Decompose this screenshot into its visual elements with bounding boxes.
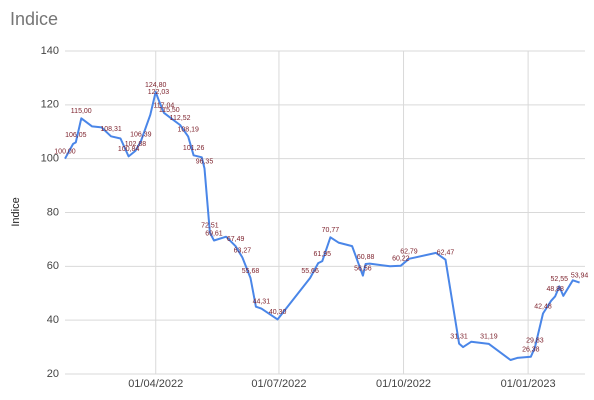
y-tick-label: 60 <box>47 260 59 272</box>
y-tick-label: 40 <box>47 314 59 326</box>
x-tick-label: 01/07/2022 <box>251 378 306 390</box>
data-label: 26,38 <box>522 347 540 354</box>
y-tick-label: 20 <box>47 368 59 380</box>
data-label: 108,31 <box>100 126 122 133</box>
data-label: 72,51 <box>201 223 219 230</box>
data-label: 40,30 <box>269 309 287 316</box>
data-label: 62,79 <box>400 249 418 256</box>
x-tick-label: 01/01/2023 <box>501 378 556 390</box>
data-label: 55,66 <box>301 268 319 275</box>
data-label: 69,61 <box>205 230 223 237</box>
data-label: 61,95 <box>314 251 332 258</box>
data-label: 101,26 <box>183 145 205 152</box>
data-label: 60,22 <box>392 256 410 263</box>
data-label: 44,31 <box>253 298 271 305</box>
data-label: 115,50 <box>159 107 180 114</box>
data-label: 102,88 <box>125 141 147 148</box>
data-label: 31,31 <box>450 333 468 340</box>
data-label: 124,80 <box>145 82 167 89</box>
data-label: 55,68 <box>242 268 260 275</box>
x-tick-label: 01/04/2022 <box>128 378 183 390</box>
data-label: 42,48 <box>534 303 552 310</box>
line <box>64 90 580 361</box>
y-tick-label: 140 <box>41 45 59 57</box>
data-label: 100,84 <box>118 146 140 153</box>
y-tick-label: 100 <box>41 153 59 165</box>
data-label: 115,00 <box>71 108 92 115</box>
y-axis-title: Indice <box>10 197 22 226</box>
data-label: 53,94 <box>571 272 589 279</box>
data-label: 122,03 <box>148 89 170 96</box>
data-label: 106,39 <box>130 131 152 138</box>
chart-title: Indice <box>10 9 58 29</box>
data-label: 31,19 <box>480 334 498 341</box>
data-label: 29,83 <box>526 337 544 344</box>
data-label: 60,88 <box>357 254 375 261</box>
data-label: 108,19 <box>178 126 200 133</box>
data-label: 67,49 <box>227 236 245 243</box>
data-label: 52,55 <box>551 276 569 283</box>
data-label: 100,00 <box>54 149 76 156</box>
y-tick-label: 80 <box>47 206 59 218</box>
x-tick-label: 01/10/2022 <box>376 378 431 390</box>
data-label: 96,35 <box>196 158 214 165</box>
data-label: 48,88 <box>546 286 564 293</box>
data-label: 70,77 <box>322 227 340 234</box>
data-label: 62,47 <box>437 250 455 257</box>
data-label: 117,04 <box>153 103 174 110</box>
data-label: 106,05 <box>65 132 87 139</box>
y-tick-label: 120 <box>41 99 59 111</box>
data-label: 63,27 <box>234 247 252 254</box>
data-label: 112,52 <box>170 115 191 122</box>
data-label: 56,56 <box>354 265 372 272</box>
